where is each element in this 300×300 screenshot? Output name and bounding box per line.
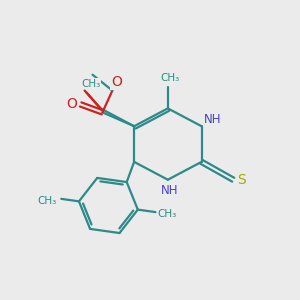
Text: S: S — [237, 173, 245, 187]
Text: O: O — [111, 75, 122, 88]
Text: CH₃: CH₃ — [81, 79, 100, 88]
Text: O: O — [66, 98, 77, 111]
Text: CH₃: CH₃ — [158, 209, 177, 219]
Text: CH₃: CH₃ — [38, 196, 57, 206]
Text: CH₃: CH₃ — [160, 73, 179, 83]
Text: methyl: methyl — [86, 82, 91, 83]
Text: NH: NH — [204, 113, 221, 126]
Text: NH: NH — [161, 184, 178, 197]
